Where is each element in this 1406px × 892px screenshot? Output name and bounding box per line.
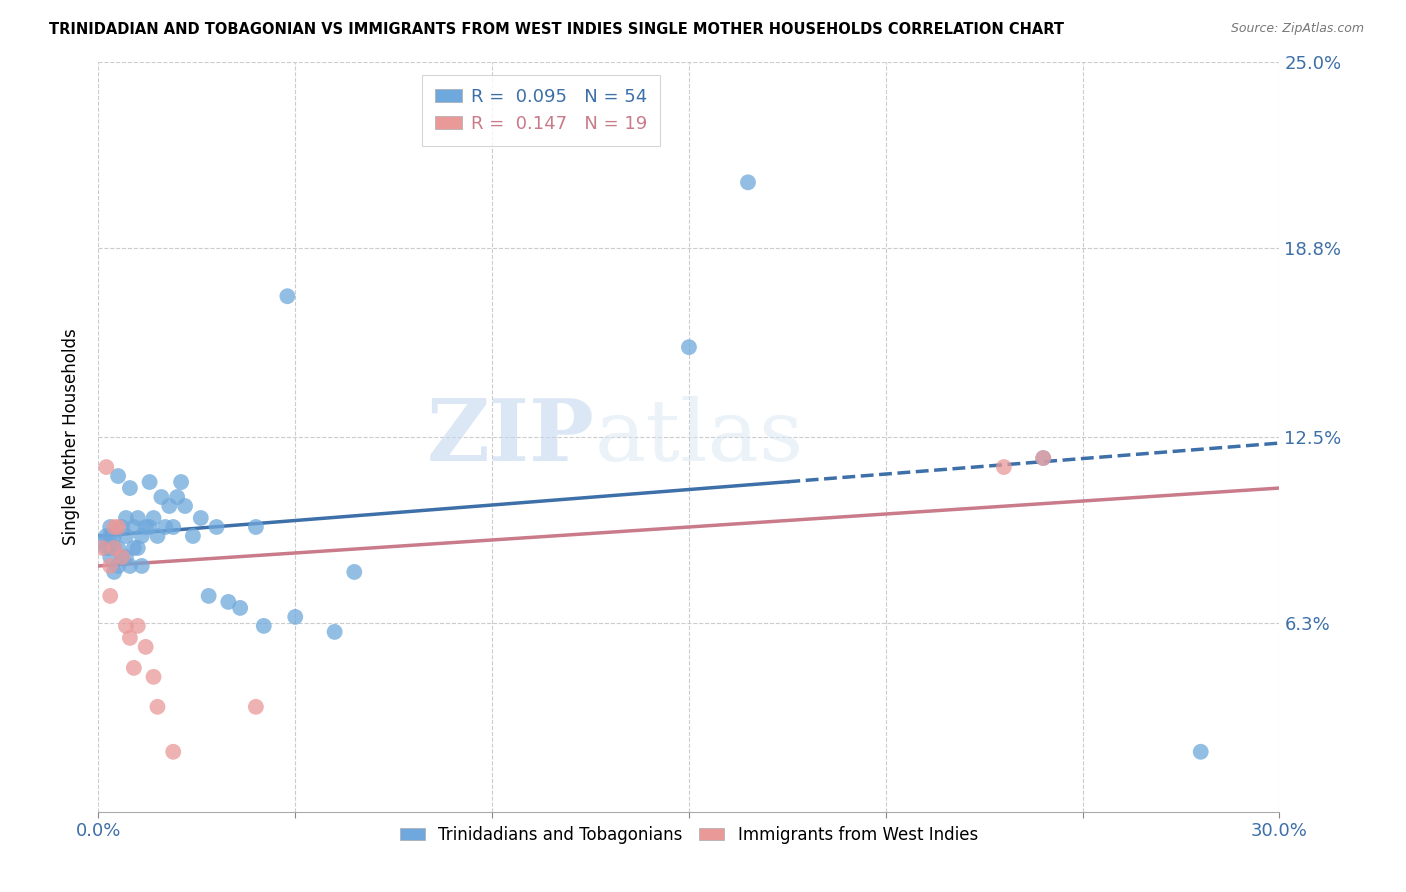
Point bbox=[107, 558, 129, 573]
Point bbox=[115, 511, 138, 525]
Point bbox=[162, 745, 184, 759]
Point bbox=[190, 511, 212, 525]
Point bbox=[122, 520, 145, 534]
Point bbox=[138, 520, 160, 534]
Point bbox=[115, 619, 138, 633]
Point bbox=[276, 289, 298, 303]
Point bbox=[122, 661, 145, 675]
Point bbox=[91, 535, 114, 549]
Point bbox=[122, 541, 145, 555]
Point bbox=[103, 565, 125, 579]
Point bbox=[118, 481, 141, 495]
Point bbox=[131, 529, 153, 543]
Point bbox=[142, 670, 165, 684]
Point bbox=[166, 490, 188, 504]
Point bbox=[118, 631, 141, 645]
Point bbox=[98, 589, 121, 603]
Point bbox=[96, 541, 118, 555]
Point bbox=[103, 541, 125, 555]
Point bbox=[98, 549, 121, 564]
Point bbox=[111, 549, 134, 564]
Text: Source: ZipAtlas.com: Source: ZipAtlas.com bbox=[1230, 22, 1364, 36]
Point bbox=[146, 529, 169, 543]
Point bbox=[737, 175, 759, 189]
Point bbox=[993, 460, 1015, 475]
Point bbox=[678, 340, 700, 354]
Point bbox=[103, 541, 125, 555]
Text: atlas: atlas bbox=[595, 395, 804, 479]
Point bbox=[118, 558, 141, 573]
Point bbox=[96, 460, 118, 475]
Point bbox=[1032, 451, 1054, 466]
Point bbox=[98, 520, 121, 534]
Point bbox=[91, 541, 114, 555]
Point bbox=[107, 520, 129, 534]
Point bbox=[245, 520, 267, 534]
Point bbox=[205, 520, 228, 534]
Point bbox=[284, 610, 307, 624]
Point bbox=[245, 699, 267, 714]
Point bbox=[107, 541, 129, 555]
Point bbox=[157, 499, 180, 513]
Point bbox=[1032, 451, 1054, 466]
Point bbox=[127, 541, 149, 555]
Point bbox=[135, 640, 157, 654]
Legend: Trinidadians and Tobagonians, Immigrants from West Indies: Trinidadians and Tobagonians, Immigrants… bbox=[392, 817, 986, 852]
Point bbox=[170, 475, 193, 489]
Point bbox=[127, 511, 149, 525]
Point bbox=[131, 558, 153, 573]
Text: TRINIDADIAN AND TOBAGONIAN VS IMMIGRANTS FROM WEST INDIES SINGLE MOTHER HOUSEHOL: TRINIDADIAN AND TOBAGONIAN VS IMMIGRANTS… bbox=[49, 22, 1064, 37]
Point bbox=[181, 529, 204, 543]
Point bbox=[174, 499, 197, 513]
Point bbox=[103, 529, 125, 543]
Y-axis label: Single Mother Households: Single Mother Households bbox=[62, 329, 80, 545]
Point bbox=[96, 529, 118, 543]
Point bbox=[98, 529, 121, 543]
Point bbox=[197, 589, 219, 603]
Point bbox=[155, 520, 177, 534]
Text: ZIP: ZIP bbox=[426, 395, 595, 479]
Point bbox=[217, 595, 239, 609]
Point bbox=[229, 601, 252, 615]
Point bbox=[343, 565, 366, 579]
Point bbox=[323, 624, 346, 639]
Point bbox=[111, 520, 134, 534]
Point bbox=[127, 619, 149, 633]
Point bbox=[150, 490, 173, 504]
Point bbox=[253, 619, 276, 633]
Point bbox=[146, 699, 169, 714]
Point bbox=[1189, 745, 1212, 759]
Point bbox=[103, 520, 125, 534]
Point bbox=[111, 549, 134, 564]
Point bbox=[142, 511, 165, 525]
Point bbox=[162, 520, 184, 534]
Point bbox=[138, 475, 160, 489]
Point bbox=[98, 558, 121, 573]
Point bbox=[107, 469, 129, 483]
Point bbox=[115, 549, 138, 564]
Point bbox=[135, 520, 157, 534]
Point bbox=[115, 529, 138, 543]
Point bbox=[98, 541, 121, 555]
